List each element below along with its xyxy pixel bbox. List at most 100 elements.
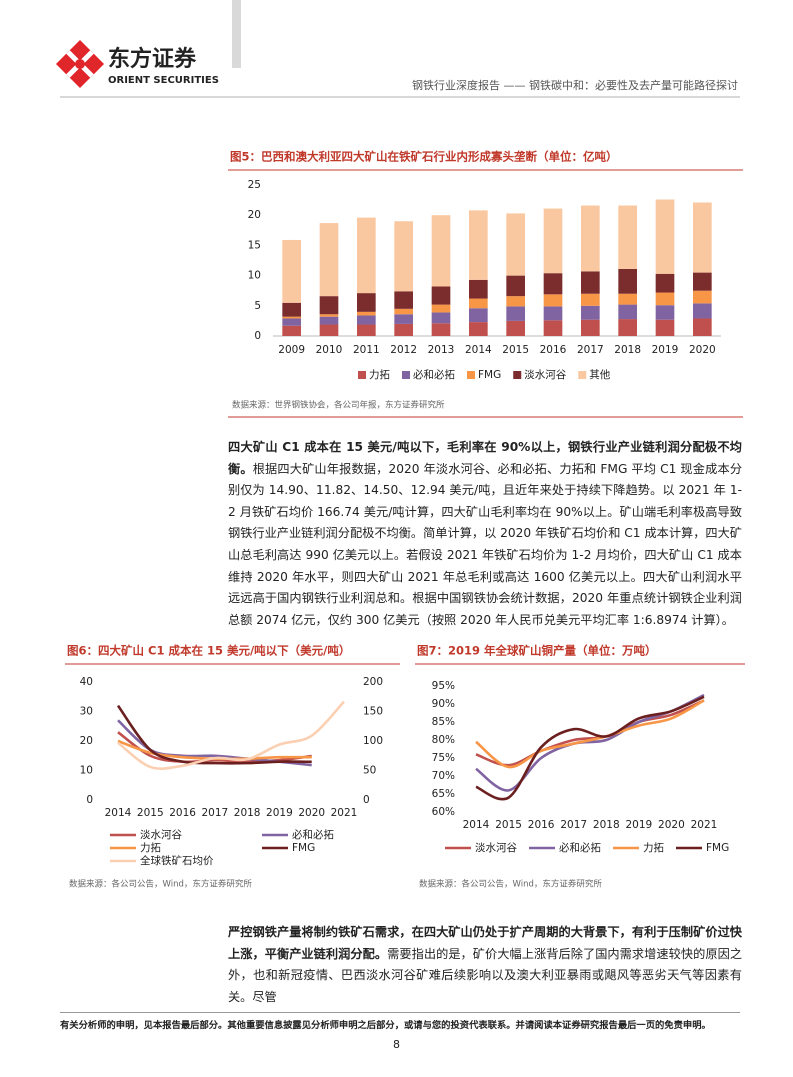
- source-note: 数据来源：世界钢铁协会，各公司年报，东方证券研究所: [232, 400, 445, 411]
- y-tick-label: 20: [248, 209, 261, 221]
- x-tick-label: 2014: [105, 807, 132, 819]
- legend-label: 力拓: [369, 368, 390, 381]
- x-tick-label: 2020: [658, 819, 685, 831]
- x-tick-label: 2015: [495, 819, 522, 831]
- y2-tick-label: 100: [363, 735, 383, 747]
- bar-segment: [655, 273, 675, 293]
- x-tick-label: 2017: [201, 807, 228, 819]
- bar-segment: [319, 223, 339, 297]
- y-tick-label: 15: [248, 239, 261, 251]
- legend-label: 淡水河谷: [140, 829, 182, 841]
- bar-segment: [581, 205, 600, 272]
- paragraph-text: 需要指出的是，矿价大幅上涨背后除了国内需求增速较快的原因之外，也和新冠疫情、巴西…: [228, 946, 743, 1004]
- x-tick-label: 2009: [278, 344, 305, 356]
- paragraph-1: 四大矿山 C1 成本在 15 美元/吨以下，毛利率在 90%以上，钢铁行业产业链…: [228, 437, 742, 631]
- x-tick-label: 2014: [463, 819, 490, 831]
- bar-segment: [282, 239, 301, 303]
- chart-title: 图7：2019 年全球矿山铜产量（单位：万吨）: [417, 644, 657, 658]
- x-tick-label: 2019: [625, 819, 652, 831]
- bar-segment: [543, 273, 563, 295]
- y-tick-label: 0: [86, 794, 93, 806]
- footer-rule: [60, 1012, 740, 1013]
- bar-segment: [655, 319, 675, 336]
- bar-segment: [506, 275, 525, 297]
- y-tick-label: 40: [80, 676, 93, 688]
- logo-mark: [55, 39, 105, 89]
- header: 东方证券 ORIENT SECURITIES 钢铁行业深度报告 —— 钢铁碳中和…: [55, 0, 740, 98]
- bar-segment: [543, 294, 563, 307]
- x-tick-label: 2020: [689, 344, 716, 356]
- y-tick-label: 75%: [432, 752, 455, 764]
- x-tick-label: 2020: [298, 807, 325, 819]
- report-title: 钢铁行业深度报告 —— 钢铁碳中和：必要性及去产量可能路径探讨: [412, 78, 738, 92]
- figure-5: 图5：巴西和澳大利亚四大矿山在铁矿石行业内形成寡头垄断（单位：亿吨） 数据来源：世…: [228, 150, 743, 418]
- x-tick-label: 2010: [316, 344, 343, 356]
- bar-segment: [618, 205, 637, 269]
- bar-segment: [693, 303, 712, 319]
- y-tick-label: 70%: [432, 770, 455, 782]
- logo-cn: 东方证券: [108, 46, 197, 72]
- legend-label: FMG: [292, 842, 315, 854]
- x-tick-label: 2016: [540, 344, 567, 356]
- bar-segment: [655, 199, 675, 274]
- bar-segment: [469, 308, 488, 323]
- legend-label: 力拓: [643, 841, 664, 854]
- series-line: [475, 699, 705, 767]
- legend-label: 其他: [589, 368, 610, 381]
- bar-segment: [282, 316, 301, 319]
- bar-segment: [357, 311, 376, 316]
- bar-segment: [581, 305, 600, 320]
- x-tick-label: 2021: [331, 807, 358, 819]
- bar-segment: [693, 290, 712, 304]
- y-tick-label: 25: [248, 179, 261, 191]
- chart-title: 图5：巴西和澳大利亚四大矿山在铁矿石行业内形成寡头垄断（单位：亿吨）: [230, 150, 618, 164]
- bar-segment: [394, 314, 413, 324]
- bar-segment: [319, 296, 339, 315]
- x-tick-label: 2015: [137, 807, 164, 819]
- bar-segment: [357, 293, 376, 312]
- y-tick-label: 90%: [432, 698, 455, 710]
- bar-segment: [431, 323, 451, 336]
- series-line: [116, 704, 312, 765]
- x-tick-label: 2019: [652, 344, 679, 356]
- bar-segment: [506, 213, 525, 276]
- paragraph-text: 根据四大矿山年报数据，2020 年淡水河谷、必和必拓、力拓和 FMG 平均 C1…: [228, 461, 743, 627]
- x-tick-label: 2013: [428, 344, 455, 356]
- bar-segment: [618, 293, 637, 305]
- legend-label: 淡水河谷: [524, 369, 566, 381]
- legend-swatch: [358, 371, 366, 379]
- y2-tick-label: 50: [363, 765, 376, 777]
- series-line: [117, 700, 345, 770]
- x-tick-label: 2011: [353, 344, 380, 356]
- legend-swatch: [513, 371, 522, 379]
- x-tick-label: 2016: [169, 807, 196, 819]
- y-tick-label: 95%: [432, 680, 455, 692]
- bar-segment: [506, 296, 525, 307]
- y-tick-label: 0: [254, 330, 261, 342]
- bar-segment: [431, 304, 451, 313]
- bar-segment: [394, 323, 413, 336]
- y2-tick-label: 150: [363, 706, 383, 718]
- bar-segment: [357, 217, 376, 294]
- bar-segment: [543, 208, 563, 274]
- x-tick-label: 2018: [234, 807, 261, 819]
- y-tick-label: 30: [80, 706, 93, 718]
- bar-segment: [469, 279, 488, 299]
- y2-tick-label: 200: [363, 676, 383, 688]
- y-tick-label: 20: [80, 735, 93, 747]
- bar-segment: [357, 315, 376, 325]
- bar-segment: [693, 202, 712, 273]
- legend-swatch: [402, 371, 410, 379]
- x-tick-label: 2012: [390, 344, 417, 356]
- bar-segment: [319, 316, 339, 325]
- figure-7: 图7：2019 年全球矿山铜产量（单位：万吨） 数据来源：各公司公告，Wind，东…: [415, 644, 745, 890]
- legend-label: FMG: [706, 842, 729, 854]
- disclaimer: 有关分析师的申明，见本报告最后部分。其他重要信息披露见分析师申明之后部分，或请与…: [60, 1020, 711, 1031]
- source-note: 数据来源：各公司公告，Wind，东方证券研究所: [419, 879, 602, 890]
- y-tick-label: 85%: [432, 716, 455, 728]
- bar-segment: [506, 306, 525, 321]
- bar-segment: [655, 305, 675, 320]
- bar-segment: [319, 324, 339, 336]
- bar-segment: [506, 320, 525, 336]
